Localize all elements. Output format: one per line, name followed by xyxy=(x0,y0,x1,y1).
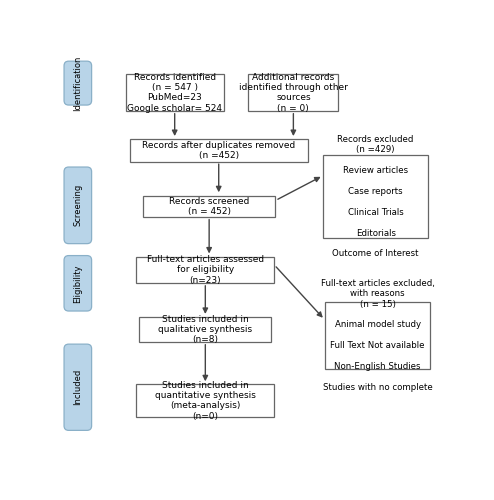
FancyBboxPatch shape xyxy=(64,256,91,311)
Text: Studies included in
quantitative synthesis
(meta-analysis)
(n=0): Studies included in quantitative synthes… xyxy=(155,380,256,421)
FancyBboxPatch shape xyxy=(323,156,428,238)
Text: Records identified
(n = 547 )
PubMed=23
Google scholar= 524: Records identified (n = 547 ) PubMed=23 … xyxy=(127,72,222,113)
Text: Additional records
identified through other
sources
(n = 0): Additional records identified through ot… xyxy=(239,72,348,113)
FancyBboxPatch shape xyxy=(130,140,308,162)
Text: Records after duplicates removed
(n =452): Records after duplicates removed (n =452… xyxy=(142,141,295,160)
FancyBboxPatch shape xyxy=(248,74,338,111)
Text: Studies included in
qualitative synthesis
(n=8): Studies included in qualitative synthesi… xyxy=(158,314,252,344)
FancyBboxPatch shape xyxy=(139,317,271,342)
Text: Records screened
(n = 452): Records screened (n = 452) xyxy=(169,196,249,216)
FancyBboxPatch shape xyxy=(64,167,91,244)
Text: Identification: Identification xyxy=(73,56,82,111)
FancyBboxPatch shape xyxy=(64,61,91,105)
Text: Included: Included xyxy=(73,369,82,406)
FancyBboxPatch shape xyxy=(143,196,275,217)
FancyBboxPatch shape xyxy=(126,74,223,111)
FancyBboxPatch shape xyxy=(136,384,274,417)
FancyBboxPatch shape xyxy=(64,344,91,430)
FancyBboxPatch shape xyxy=(136,256,274,283)
Text: Eligibility: Eligibility xyxy=(73,264,82,302)
Text: Full-text articles assessed
for eligibility
(n=23): Full-text articles assessed for eligibil… xyxy=(147,255,264,284)
Text: Screening: Screening xyxy=(73,184,82,226)
Text: Full-text articles excluded,
with reasons
(n = 15)

Animal model study

Full Tex: Full-text articles excluded, with reason… xyxy=(321,279,435,392)
FancyBboxPatch shape xyxy=(325,302,430,369)
Text: Records excluded
(n =429)

Review articles

Case reports

Clinical Trials

Edito: Records excluded (n =429) Review article… xyxy=(332,135,419,258)
